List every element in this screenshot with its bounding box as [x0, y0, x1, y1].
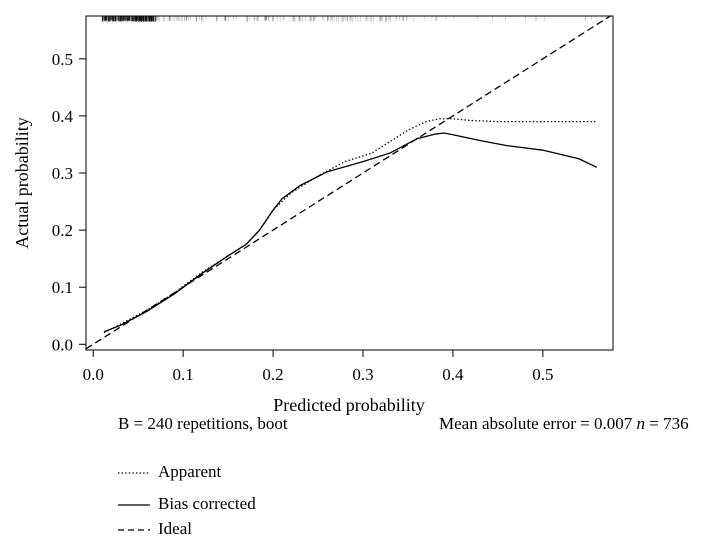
- rug-marks: [101, 16, 592, 22]
- x-axis-label: Predicted probability: [273, 395, 424, 415]
- n-value: = 736: [644, 414, 689, 433]
- x-tick-label: 0.1: [173, 365, 194, 384]
- x-tick-label: 0.3: [352, 365, 373, 384]
- legend-item-ideal: Ideal: [118, 519, 338, 539]
- plot-frame: [85, 15, 614, 351]
- n-symbol: n: [636, 414, 645, 433]
- y-axis: 0.0 0.1 0.2 0.3 0.4 0.5: [52, 50, 86, 354]
- x-tick-label: 0.5: [532, 365, 553, 384]
- y-tick-label: 0.4: [52, 107, 74, 126]
- y-tick-label: 0.5: [52, 50, 73, 69]
- y-axis-label: Actual probability: [12, 117, 32, 248]
- x-axis: 0.0 0.1 0.2 0.3 0.4 0.5: [83, 350, 553, 384]
- series-line-bias-corrected: [103, 132, 598, 333]
- y-tick-label: 0.3: [52, 164, 73, 183]
- x-tick-label: 0.4: [442, 365, 464, 384]
- legend-label-ideal: Ideal: [158, 519, 192, 538]
- legend-swatch-apparent: [118, 472, 150, 474]
- legend-swatch-ideal: [118, 529, 150, 531]
- x-tick-label: 0.0: [83, 365, 104, 384]
- y-tick-label: 0.2: [52, 221, 73, 240]
- legend-label-bias-corrected: Bias corrected: [158, 494, 256, 513]
- legend-item-bias-corrected: Bias corrected: [118, 494, 338, 514]
- x-tick-label: 0.2: [262, 365, 283, 384]
- series-line-apparent: [103, 118, 597, 334]
- legend-label-apparent: Apparent: [158, 462, 222, 481]
- series-line-ideal: [86, 16, 612, 350]
- calibration-chart: 0.0 0.1 0.2 0.3 0.4 0.5 0.0 0.1 0.2 0.3 0.4 0.5 Pr…: [12, 15, 614, 415]
- legend-swatch-bias-corrected: [118, 504, 150, 506]
- mae-note: Mean absolute error = 0.007 n = 736: [439, 414, 689, 434]
- y-tick-label: 0.0: [52, 335, 73, 354]
- legend-item-apparent: Apparent: [118, 462, 338, 482]
- mae-text: Mean absolute error = 0.007: [439, 414, 633, 433]
- series-layer: [86, 16, 612, 350]
- repetitions-note: B = 240 repetitions, boot: [118, 414, 288, 433]
- y-tick-label: 0.1: [52, 278, 73, 297]
